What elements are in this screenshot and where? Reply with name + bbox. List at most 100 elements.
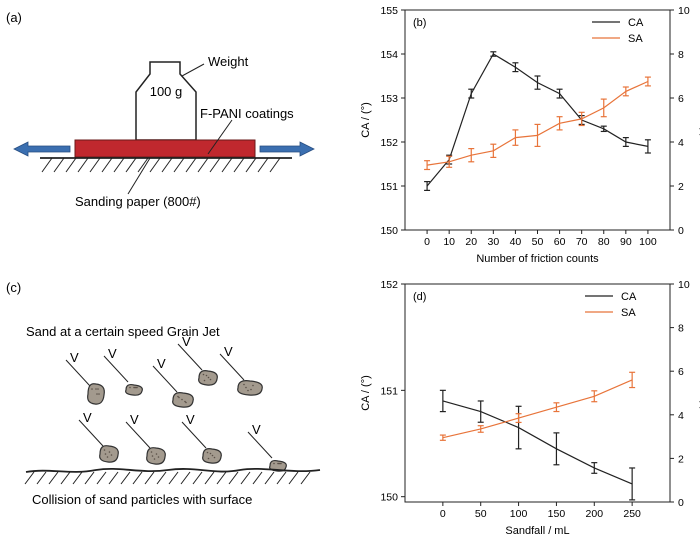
- x-tick-label: 10: [443, 236, 455, 248]
- hatch-mark: [245, 157, 257, 173]
- particle-grain: [104, 453, 107, 455]
- y-tick-label: 155: [380, 5, 398, 17]
- particle-grain: [247, 389, 249, 392]
- hatch-mark: [41, 157, 53, 173]
- series-line-ca: [426, 53, 649, 187]
- y-tick-label: 154: [380, 49, 398, 61]
- hatch-mark: [24, 471, 35, 485]
- series-line-sa: [442, 379, 633, 439]
- coating-leader-line: [207, 119, 233, 155]
- sand-particle: [99, 445, 119, 463]
- velocity-line: [152, 365, 178, 393]
- hatch-mark: [101, 157, 113, 173]
- y-axis-label: CA / (°): [360, 375, 372, 411]
- y2-tick-label: 10: [678, 5, 690, 17]
- particle-grain: [97, 388, 99, 390]
- hatch-mark: [173, 157, 185, 173]
- legend-label: SA: [628, 33, 643, 45]
- particle-grain: [273, 462, 275, 465]
- y2-tick-label: 0: [678, 497, 684, 509]
- hatch-mark: [300, 471, 311, 485]
- particle-grain: [103, 449, 106, 451]
- hatch-mark: [72, 471, 83, 485]
- particle-grain: [155, 453, 158, 455]
- hatch-mark: [192, 471, 203, 485]
- sand-particles: V V V V V V V V V: [65, 334, 287, 472]
- x-tick-label: 50: [532, 236, 544, 248]
- x-tick-label: 250: [623, 508, 641, 520]
- particle-grain: [207, 457, 210, 460]
- velocity-symbol: V: [224, 344, 233, 359]
- velocity-symbol: V: [186, 412, 195, 427]
- x-tick-label: 20: [465, 236, 477, 248]
- particle-grain: [184, 400, 186, 403]
- velocity-line: [219, 353, 245, 381]
- particle-grain: [209, 378, 212, 381]
- particle-grain: [203, 379, 206, 382]
- hatch-mark: [185, 157, 197, 173]
- panel-a-tag: (a): [6, 10, 22, 25]
- hatch-mark: [233, 157, 245, 173]
- particle-grain: [95, 388, 97, 390]
- particle-grain: [252, 384, 254, 387]
- hatch-mark: [137, 157, 149, 173]
- y2-tick-label: 6: [678, 93, 684, 105]
- x-axis-label: Sandfall / mL: [505, 525, 569, 537]
- panel-c-title: Sand at a certain speed Grain Jet: [26, 324, 220, 339]
- velocity-line: [177, 343, 203, 371]
- x-tick-label: 90: [620, 236, 632, 248]
- velocity-line: [65, 359, 91, 387]
- x-axis-label: Number of friction counts: [476, 253, 599, 265]
- particle-grain: [96, 393, 98, 395]
- hatch-mark: [60, 471, 71, 485]
- particle-grain: [108, 451, 111, 453]
- y-tick-label: 151: [380, 181, 398, 193]
- paper-label: Sanding paper (800#): [75, 194, 201, 209]
- hatch-mark: [53, 157, 65, 173]
- x-tick-label: 60: [554, 236, 566, 248]
- hatch-mark: [216, 471, 227, 485]
- rough-surface: [25, 467, 321, 473]
- particle-grain: [245, 386, 247, 389]
- x-tick-label: 30: [487, 236, 499, 248]
- y2-tick-label: 8: [678, 323, 684, 335]
- y2-tick-label: 4: [678, 410, 684, 422]
- velocity-symbol: V: [157, 356, 166, 371]
- velocity-line: [103, 355, 129, 383]
- particle-grain: [150, 451, 153, 453]
- chart-tag: (b): [413, 17, 426, 29]
- sand-particle: [87, 383, 105, 405]
- hatch-mark: [65, 157, 77, 173]
- velocity-symbol: V: [108, 346, 117, 361]
- hatch-mark: [197, 157, 209, 173]
- hatch-mark: [108, 471, 119, 485]
- left-arrow-icon: [13, 141, 71, 157]
- hatch-mark: [257, 157, 269, 173]
- y2-tick-label: 4: [678, 137, 684, 149]
- velocity-line: [181, 421, 207, 449]
- y-tick-label: 151: [380, 385, 398, 397]
- particle-grain: [243, 383, 245, 386]
- chart-d: (d) 0 50 100 150 200 250 150 151 152 0 2 4 6 8 10 Sandfa…: [360, 279, 700, 537]
- sanding-paper-hatch: [41, 157, 281, 173]
- velocity-symbol: V: [252, 422, 261, 437]
- sand-particle: [172, 392, 194, 408]
- hatch-mark: [96, 471, 107, 485]
- hatch-mark: [48, 471, 59, 485]
- hatch-mark: [113, 157, 125, 173]
- coating-label: F-PANI coatings: [200, 106, 294, 121]
- particle-grain: [133, 386, 135, 389]
- surface-hatch: [24, 471, 311, 485]
- velocity-symbol: V: [83, 410, 92, 425]
- particle-grain: [185, 401, 187, 404]
- y-tick-label: 150: [380, 225, 398, 237]
- hatch-mark: [149, 157, 161, 173]
- particle-grain: [205, 374, 208, 377]
- legend-label: CA: [621, 291, 637, 303]
- hatch-mark: [89, 157, 101, 173]
- velocity-line: [78, 419, 104, 447]
- panel-c-caption: Collision of sand particles with surface: [32, 492, 252, 507]
- y2-tick-label: 2: [678, 453, 684, 465]
- velocity-symbol: V: [70, 350, 79, 365]
- x-tick-label: 40: [510, 236, 522, 248]
